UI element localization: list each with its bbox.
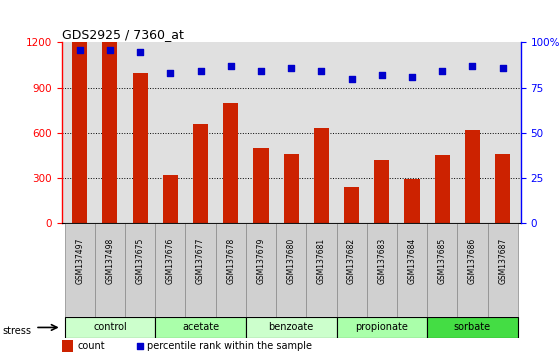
Bar [155,223,185,320]
Bar [62,340,73,353]
Point [317,69,326,74]
Text: GSM137687: GSM137687 [498,238,507,284]
Text: count: count [78,341,105,351]
Bar [64,317,155,338]
Point [105,47,114,52]
Text: benzoate: benzoate [269,322,314,332]
Bar [102,42,118,223]
Bar [465,130,480,223]
Text: stress: stress [3,326,32,336]
Bar [216,223,246,320]
Text: GSM137680: GSM137680 [287,238,296,284]
Point [136,48,144,54]
Text: GSM137675: GSM137675 [136,238,144,284]
Bar [163,175,178,223]
Text: GSM137681: GSM137681 [317,238,326,284]
Point [256,69,265,74]
Text: GSM137678: GSM137678 [226,238,235,284]
Point [377,72,386,78]
Text: control: control [93,322,127,332]
Text: GSM137686: GSM137686 [468,238,477,284]
Point [438,69,447,74]
Bar [337,223,367,320]
Bar [374,160,389,223]
Point [196,69,205,74]
Bar [306,223,337,320]
Bar [246,223,276,320]
Text: GSM137498: GSM137498 [105,238,114,284]
Text: GSM137497: GSM137497 [75,238,84,284]
Point [226,63,235,69]
Text: GSM137683: GSM137683 [377,238,386,284]
Bar [488,223,518,320]
Point [287,65,296,70]
Bar [404,179,419,223]
Bar [125,223,155,320]
Text: GSM137685: GSM137685 [438,238,447,284]
Bar [72,42,87,223]
Text: sorbate: sorbate [454,322,491,332]
Text: GSM137684: GSM137684 [408,238,417,284]
Bar [185,223,216,320]
Bar [254,148,269,223]
Text: GSM137679: GSM137679 [256,238,265,284]
Bar [64,223,95,320]
Text: propionate: propionate [356,322,408,332]
Bar [246,317,337,338]
Bar [284,154,298,223]
Text: GDS2925 / 7360_at: GDS2925 / 7360_at [62,28,184,41]
Text: percentile rank within the sample: percentile rank within the sample [147,341,311,351]
Bar [95,223,125,320]
Point [75,47,84,52]
Bar [495,154,510,223]
Bar [276,223,306,320]
Point [166,70,175,76]
Point [408,74,417,80]
Bar [427,223,458,320]
Bar [458,223,488,320]
Bar [397,223,427,320]
Point [347,76,356,81]
Bar [155,317,246,338]
Text: acetate: acetate [182,322,219,332]
Bar [435,155,450,223]
Bar [314,128,329,223]
Point [498,65,507,70]
Text: GSM137677: GSM137677 [196,238,205,284]
Text: GSM137676: GSM137676 [166,238,175,284]
Bar [337,317,427,338]
Text: GSM137682: GSM137682 [347,238,356,284]
Point [468,63,477,69]
Bar [133,73,148,223]
Bar [427,317,518,338]
Bar [223,103,239,223]
Bar [344,187,359,223]
Bar [367,223,397,320]
Bar [193,124,208,223]
